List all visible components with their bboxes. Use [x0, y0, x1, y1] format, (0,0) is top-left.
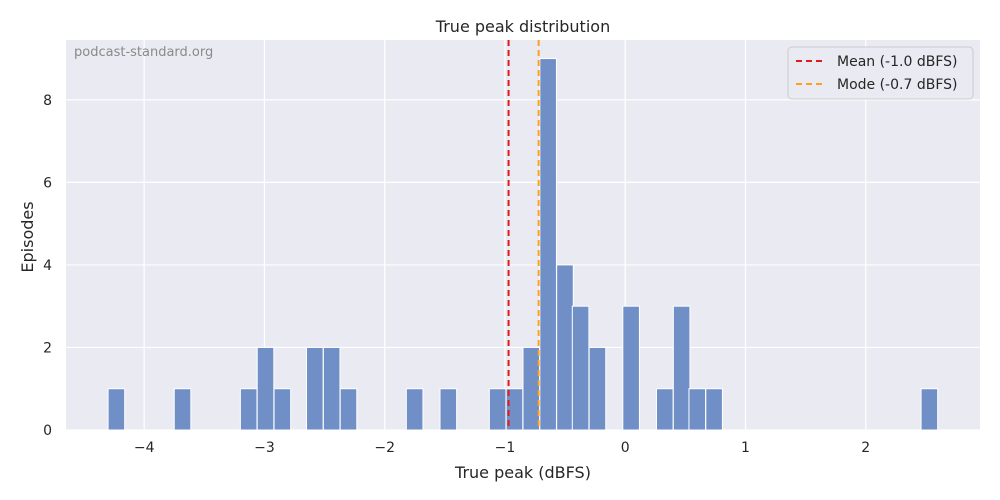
y-tick-label: 0	[43, 423, 52, 439]
bars	[107, 58, 939, 431]
y-tick-label: 8	[43, 93, 52, 109]
histogram-bar	[173, 388, 192, 431]
y-tick-label: 4	[43, 258, 52, 274]
histogram-bar	[522, 346, 541, 431]
x-tick-label: 1	[741, 440, 750, 456]
x-tick-label: −2	[374, 440, 395, 456]
legend-box	[787, 46, 974, 100]
histogram-bar	[107, 388, 126, 431]
histogram-bar	[239, 388, 258, 431]
histogram-bar	[322, 346, 341, 431]
x-tick-label: 2	[861, 440, 870, 456]
histogram-bar	[306, 346, 324, 431]
histogram-bar	[688, 388, 707, 431]
histogram-bar	[588, 346, 607, 431]
legend-mean-label: Mean (-1.0 dBFS)	[837, 54, 957, 70]
histogram-bar	[439, 388, 458, 431]
histogram-bar	[256, 346, 275, 431]
y-tick-label: 6	[43, 175, 52, 191]
histogram-bar	[622, 305, 640, 431]
y-axis-label: Episodes	[18, 201, 37, 272]
histogram-bar	[488, 388, 507, 431]
histogram-bar	[672, 305, 691, 431]
legend: Mean (-1.0 dBFS) Mode (-0.7 dBFS)	[787, 46, 974, 100]
x-tick-labels: −4 −3 −2 −1 0 1 2	[134, 440, 870, 456]
x-tick-label: −3	[254, 440, 275, 456]
x-axis-label: True peak (dBFS)	[454, 463, 591, 482]
histogram-bar	[920, 388, 939, 431]
histogram-bar	[705, 388, 723, 431]
legend-mode-label: Mode (-0.7 dBFS)	[837, 77, 957, 93]
x-tick-label: −1	[495, 440, 516, 456]
y-tick-labels: 0 2 4 6 8	[43, 93, 52, 439]
histogram-bar	[273, 388, 292, 431]
x-tick-label: −4	[134, 440, 155, 456]
histogram-bar	[405, 388, 424, 431]
histogram-bar	[539, 58, 557, 431]
grid	[66, 40, 980, 431]
histogram-bar	[571, 305, 590, 431]
chart-title: True peak distribution	[435, 17, 610, 36]
x-tick-label: 0	[621, 440, 630, 456]
histogram-bar	[556, 264, 574, 431]
y-tick-label: 2	[43, 340, 52, 356]
reference-lines	[507, 40, 540, 430]
histogram-bar	[339, 388, 358, 431]
watermark-text: podcast-standard.org	[74, 45, 213, 60]
histogram-bar	[655, 388, 674, 431]
